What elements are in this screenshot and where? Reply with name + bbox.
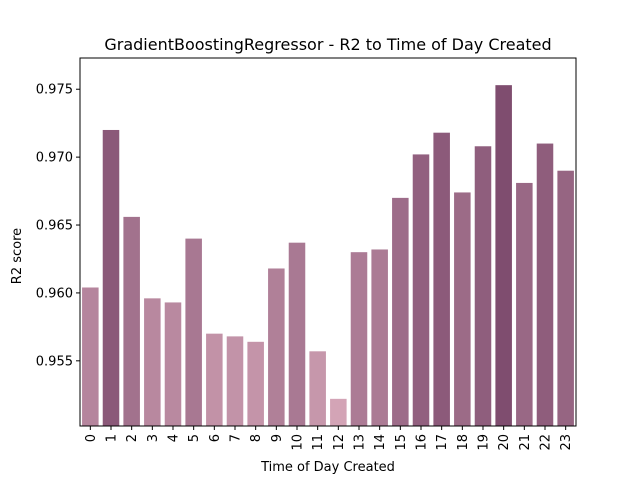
x-tick-label: 4 — [167, 434, 182, 442]
y-tick-label: 0.970 — [36, 151, 73, 166]
bar-hour-1 — [102, 129, 120, 426]
x-axis-label: Time of Day Created — [260, 460, 395, 475]
x-tick-label: 15 — [394, 434, 409, 451]
x-tick-label: 2 — [125, 434, 140, 442]
x-tick-label: 13 — [353, 434, 368, 451]
bar-hour-8 — [247, 341, 264, 426]
x-tick-label: 5 — [187, 434, 202, 442]
x-tick-label: 9 — [270, 434, 285, 442]
x-tick-label: 14 — [373, 434, 388, 451]
x-tick-label: 17 — [435, 434, 450, 451]
bar-hour-17 — [433, 132, 450, 426]
y-axis-ticks: 0.955 0.960 0.965 0.970 0.975 — [36, 83, 80, 369]
y-tick-label: 0.955 — [36, 354, 73, 369]
bar-hour-12 — [330, 398, 347, 426]
bar-hour-18 — [454, 192, 471, 426]
bar-hour-13 — [350, 252, 368, 426]
bar-hour-7 — [226, 336, 244, 426]
bar-hour-22 — [536, 143, 554, 427]
x-tick-label: 3 — [146, 434, 161, 442]
x-tick-label: 12 — [332, 434, 347, 451]
bar-hour-21 — [516, 182, 533, 426]
bar-hour-5 — [185, 238, 202, 426]
bar-hour-6 — [206, 333, 223, 426]
x-tick-label: 21 — [518, 434, 533, 451]
bar-hour-20 — [495, 85, 512, 426]
x-tick-label: 6 — [208, 434, 223, 442]
x-tick-label: 11 — [311, 434, 326, 451]
bar-hour-9 — [268, 268, 285, 426]
y-tick-label: 0.960 — [36, 286, 73, 301]
y-axis-label: R2 score — [10, 228, 25, 284]
bar-hour-2 — [123, 216, 140, 426]
x-tick-label: 0 — [84, 434, 99, 442]
bar-hour-14 — [371, 249, 388, 426]
plot-frame — [79, 57, 577, 427]
x-tick-label: 18 — [456, 434, 471, 451]
bar-hour-16 — [412, 154, 430, 426]
bar-hour-19 — [474, 146, 492, 426]
x-tick-label: 16 — [415, 434, 430, 451]
x-tick-label: 10 — [291, 434, 306, 451]
x-tick-label: 1 — [105, 434, 120, 442]
bar-hour-0 — [82, 287, 99, 426]
bar-hour-15 — [392, 197, 409, 426]
bar-hour-4 — [164, 302, 182, 426]
bars-group — [82, 85, 574, 427]
bar-hour-10 — [288, 242, 306, 426]
x-tick-label: 20 — [497, 434, 512, 451]
y-tick-label: 0.965 — [36, 219, 73, 234]
y-tick-label: 0.975 — [36, 83, 73, 98]
x-tick-label: 8 — [249, 434, 264, 442]
x-tick-label: 23 — [559, 434, 574, 451]
x-tick-label: 19 — [477, 434, 492, 451]
x-tick-label: 7 — [229, 434, 244, 442]
x-axis-ticks: 0 1 2 3 4 5 6 7 8 9 10 11 12 13 14 15 16 17 18 19 20 21 22 23 — [84, 426, 574, 451]
x-tick-label: 22 — [539, 434, 554, 451]
bar-hour-23 — [557, 170, 574, 426]
bar-hour-3 — [144, 298, 161, 426]
chart-title: GradientBoostingRegressor - R2 to Time o… — [104, 35, 551, 54]
bar-hour-11 — [309, 351, 326, 426]
